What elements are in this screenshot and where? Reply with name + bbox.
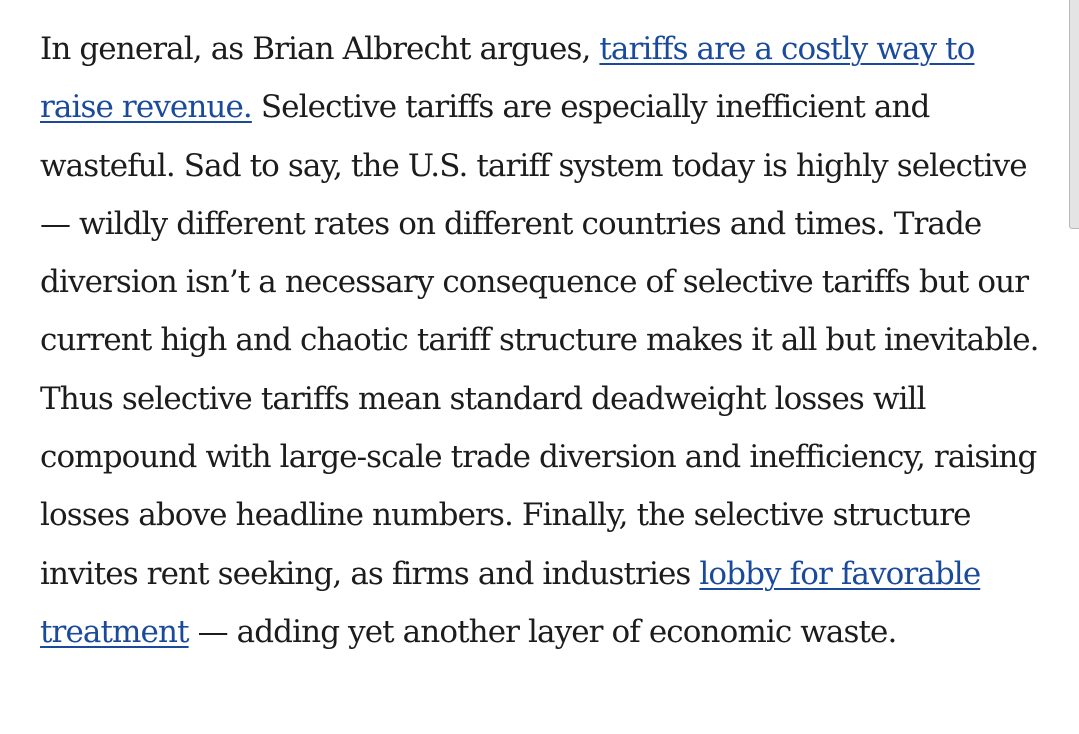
scrollbar-thumb[interactable]: [1069, 0, 1079, 229]
lobby-favorable-treatment-link[interactable]: lobby for favorable treatment: [40, 555, 981, 650]
tariffs-costly-link[interactable]: tariffs are a costly way to raise revenu…: [40, 31, 975, 126]
paragraph-text-3: — adding yet another layer of economic w…: [188, 613, 898, 650]
paragraph-text-2: Selective tariffs are especially ineffic…: [40, 89, 1040, 592]
article-paragraph: In general, as Brian Albrecht argues, ta…: [40, 20, 1040, 661]
paragraph-text-1: In general, as Brian Albrecht argues,: [40, 31, 600, 67]
